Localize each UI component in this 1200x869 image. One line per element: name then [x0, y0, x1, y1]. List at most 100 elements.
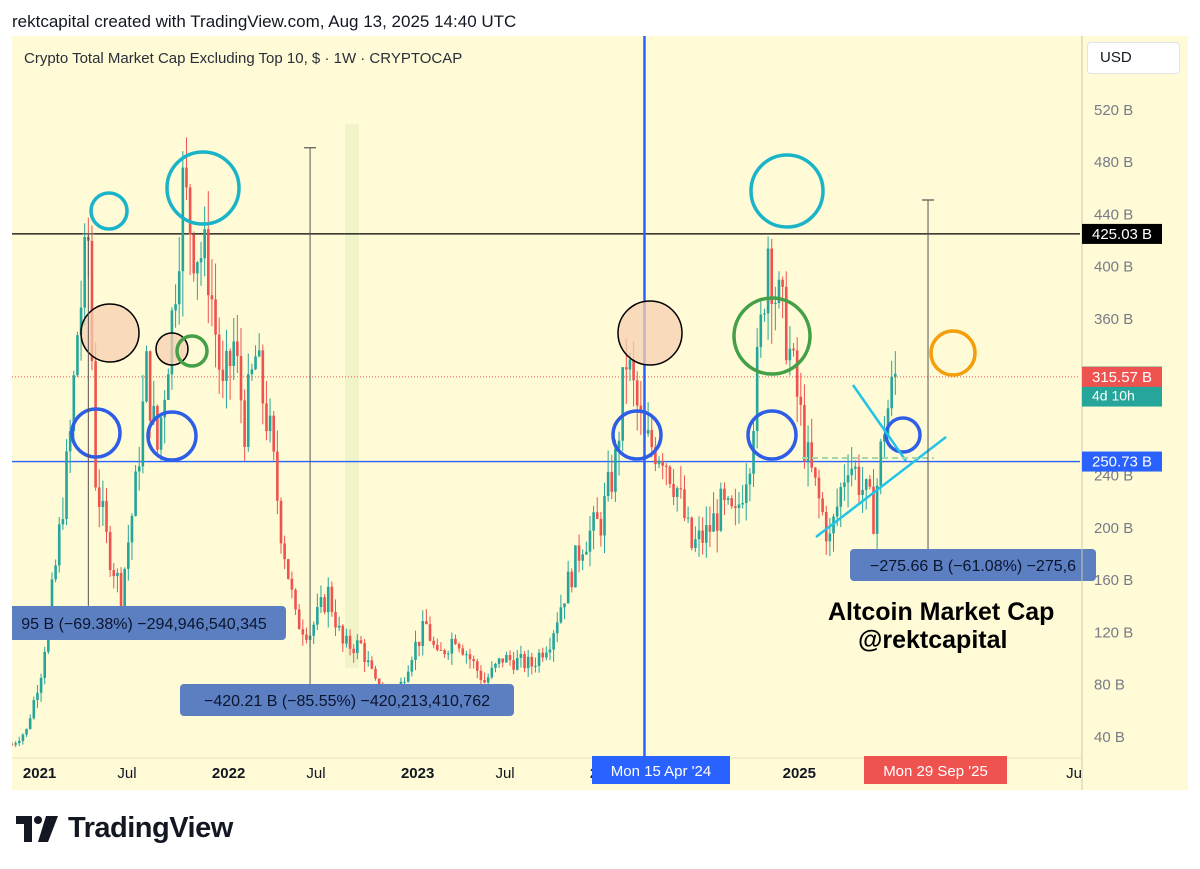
candle-body: [14, 743, 17, 745]
candle-body: [414, 641, 417, 661]
support-circle-2: [146, 410, 198, 462]
candle-body: [508, 655, 512, 661]
x-tick-label: Jul: [495, 765, 514, 782]
support-circle-1: [70, 407, 122, 459]
candle-body: [159, 417, 163, 450]
price-tag-bg-3: [1082, 366, 1162, 387]
candle-body: [563, 603, 566, 608]
candle-body: [646, 429, 650, 434]
candle-body: [806, 442, 810, 461]
candle-body: [123, 568, 126, 608]
candle-body: [828, 533, 832, 542]
candle-body: [454, 638, 457, 645]
candle-body: [432, 640, 435, 645]
candle-body: [341, 625, 345, 644]
x-highlight-label-2: Mon 29 Sep '25: [883, 763, 988, 780]
candle-body: [890, 376, 893, 409]
candle-body: [795, 350, 799, 397]
candlestick-chart[interactable]: 95 B (−69.38%) −294,946,540,345 −420.21 B…: [12, 36, 1188, 790]
candle-body: [770, 248, 774, 304]
candle-body: [621, 367, 624, 441]
candle-body: [519, 653, 523, 658]
measure-label-bg-2: [180, 684, 514, 716]
x-tick-label: 2025: [783, 765, 816, 782]
candle-body: [203, 229, 206, 259]
candle-body: [141, 401, 145, 467]
candle-body: [875, 485, 879, 534]
candle-body: [784, 286, 788, 361]
candle-body: [127, 542, 130, 569]
candle-body: [599, 518, 603, 536]
candle-body: [872, 486, 875, 534]
price-tag-countdown: 4d 10h: [1092, 388, 1135, 404]
candle-body: [225, 350, 228, 381]
candle-body: [548, 649, 552, 653]
candle-body: [672, 483, 675, 497]
x-tick-label: 2022: [212, 765, 245, 782]
candle-body: [821, 498, 824, 512]
candle-body: [68, 431, 72, 452]
candle-body: [850, 468, 853, 476]
candle-body: [83, 236, 86, 308]
candle-body: [686, 517, 690, 519]
candle-body: [43, 651, 47, 678]
candle-body: [515, 657, 519, 670]
candle-body: [577, 545, 581, 561]
candle-body: [192, 234, 196, 274]
x-tick-label: Jul: [117, 765, 136, 782]
candle-body: [137, 466, 141, 472]
candle-body: [843, 482, 846, 488]
candle-body: [635, 380, 639, 406]
price-tag-4: 250.73 B: [1092, 454, 1152, 471]
chart-panel[interactable]: 95 B (−69.38%) −294,946,540,345 −420.21 B…: [12, 36, 1188, 790]
price-tag-3: 315.57 B: [1092, 369, 1152, 386]
candle-body: [254, 356, 257, 370]
tradingview-wordmark: TradingView: [68, 812, 233, 844]
target-circle-orange: [929, 329, 977, 377]
candle-body: [276, 451, 279, 501]
candle-body: [668, 466, 672, 484]
candle-body: [185, 167, 188, 188]
candle-body: [846, 475, 850, 483]
candle-body: [116, 572, 119, 577]
candle-body: [465, 654, 468, 656]
candle-body: [206, 229, 210, 296]
candle-body: [552, 633, 555, 650]
x-tick-label: 2021: [23, 765, 56, 782]
candle-body: [665, 465, 668, 467]
candle-body: [675, 488, 679, 497]
candle-body: [712, 513, 715, 532]
candle-body: [330, 586, 334, 613]
candle-body: [864, 479, 868, 490]
candle-body: [537, 652, 541, 666]
candle-body: [475, 661, 479, 671]
candle-body: [199, 258, 203, 263]
candle-body: [614, 448, 617, 492]
candle-body: [657, 460, 661, 465]
candle-body: [305, 634, 308, 640]
candle-body: [883, 434, 886, 442]
candle-body: [512, 660, 515, 670]
chart-background: [12, 36, 1188, 790]
candle-body: [654, 447, 657, 465]
candle-body: [246, 374, 250, 447]
candle-body: [494, 663, 497, 668]
candle-body: [639, 405, 643, 413]
candle-body: [79, 307, 83, 336]
candle-body: [28, 718, 32, 729]
candle-body: [363, 643, 366, 663]
tradingview-brand[interactable]: TradingView: [16, 812, 233, 845]
candle-body: [694, 539, 697, 548]
x-tick-label: 2023: [401, 765, 434, 782]
candle-body: [348, 635, 352, 649]
y-tick-label: 480 B: [1094, 154, 1133, 171]
candle-body: [886, 408, 890, 435]
candle-body: [156, 405, 159, 450]
candle-body: [588, 530, 592, 552]
candle-body: [697, 530, 701, 540]
candle-body: [337, 625, 341, 628]
candle-body: [112, 570, 116, 577]
y-tick-label: 80 B: [1094, 677, 1125, 694]
currency-button[interactable]: USD: [1087, 42, 1180, 74]
candle-body: [25, 728, 28, 735]
